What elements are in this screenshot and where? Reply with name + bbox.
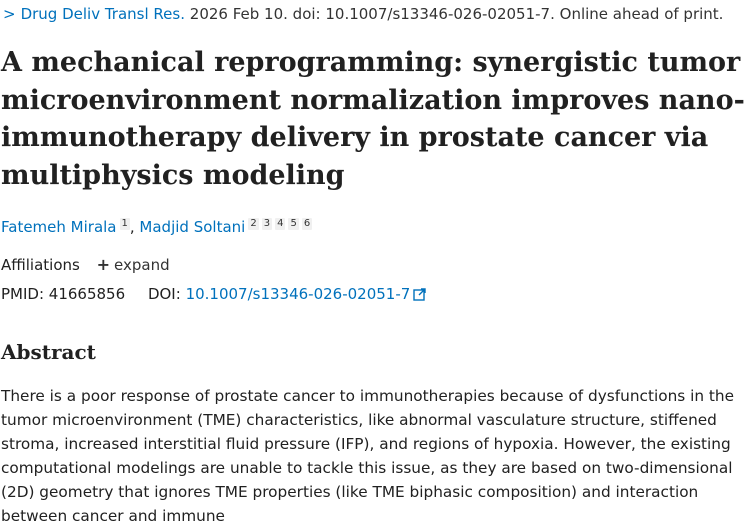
citation-details: 2026 Feb 10. doi: 10.1007/s13346-026-020… bbox=[189, 5, 724, 23]
affiliation-ref[interactable]: 5 bbox=[288, 218, 299, 230]
pmid-value: 41665856 bbox=[48, 285, 126, 303]
chevron-right-icon[interactable]: > bbox=[3, 5, 16, 23]
affiliation-ref[interactable]: 4 bbox=[275, 218, 286, 230]
affiliations-row: Affiliations + expand bbox=[1, 255, 170, 275]
authors-list: Fatemeh Mirala 1, Madjid Soltani 2 3 4 5 6 bbox=[1, 216, 746, 238]
author-link[interactable]: Fatemeh Mirala bbox=[1, 218, 117, 236]
identifiers-row: PMID: 41665856 DOI: 10.1007/s13346-026-0… bbox=[1, 284, 427, 304]
expand-button[interactable]: + expand bbox=[96, 255, 170, 274]
affiliations-label: Affiliations bbox=[1, 256, 80, 274]
citation-line: > Drug Deliv Transl Res. 2026 Feb 10. doi… bbox=[3, 4, 749, 24]
affiliation-ref[interactable]: 1 bbox=[119, 218, 130, 230]
expand-label: expand bbox=[114, 256, 170, 274]
affiliation-ref[interactable]: 3 bbox=[261, 218, 273, 230]
article-title: A mechanical reprogramming: synergistic … bbox=[1, 47, 745, 191]
affiliation-ref[interactable]: 6 bbox=[301, 218, 313, 230]
plus-icon: + bbox=[96, 255, 111, 274]
doi-link[interactable]: 10.1007/s13346-026-02051-7 bbox=[186, 285, 427, 303]
journal-link[interactable]: Drug Deliv Transl Res. bbox=[20, 5, 185, 23]
author-link[interactable]: Madjid Soltani bbox=[139, 218, 246, 236]
external-link-icon bbox=[413, 288, 427, 301]
doi-value: 10.1007/s13346-026-02051-7 bbox=[185, 285, 411, 303]
affiliation-ref[interactable]: 2 bbox=[248, 218, 259, 230]
pmid-label: PMID: bbox=[1, 285, 45, 303]
author-separator: , bbox=[129, 218, 140, 236]
abstract-heading: Abstract bbox=[1, 340, 96, 364]
abstract-text: There is a poor response of prostate can… bbox=[1, 387, 735, 525]
doi-label: DOI: bbox=[147, 285, 181, 303]
